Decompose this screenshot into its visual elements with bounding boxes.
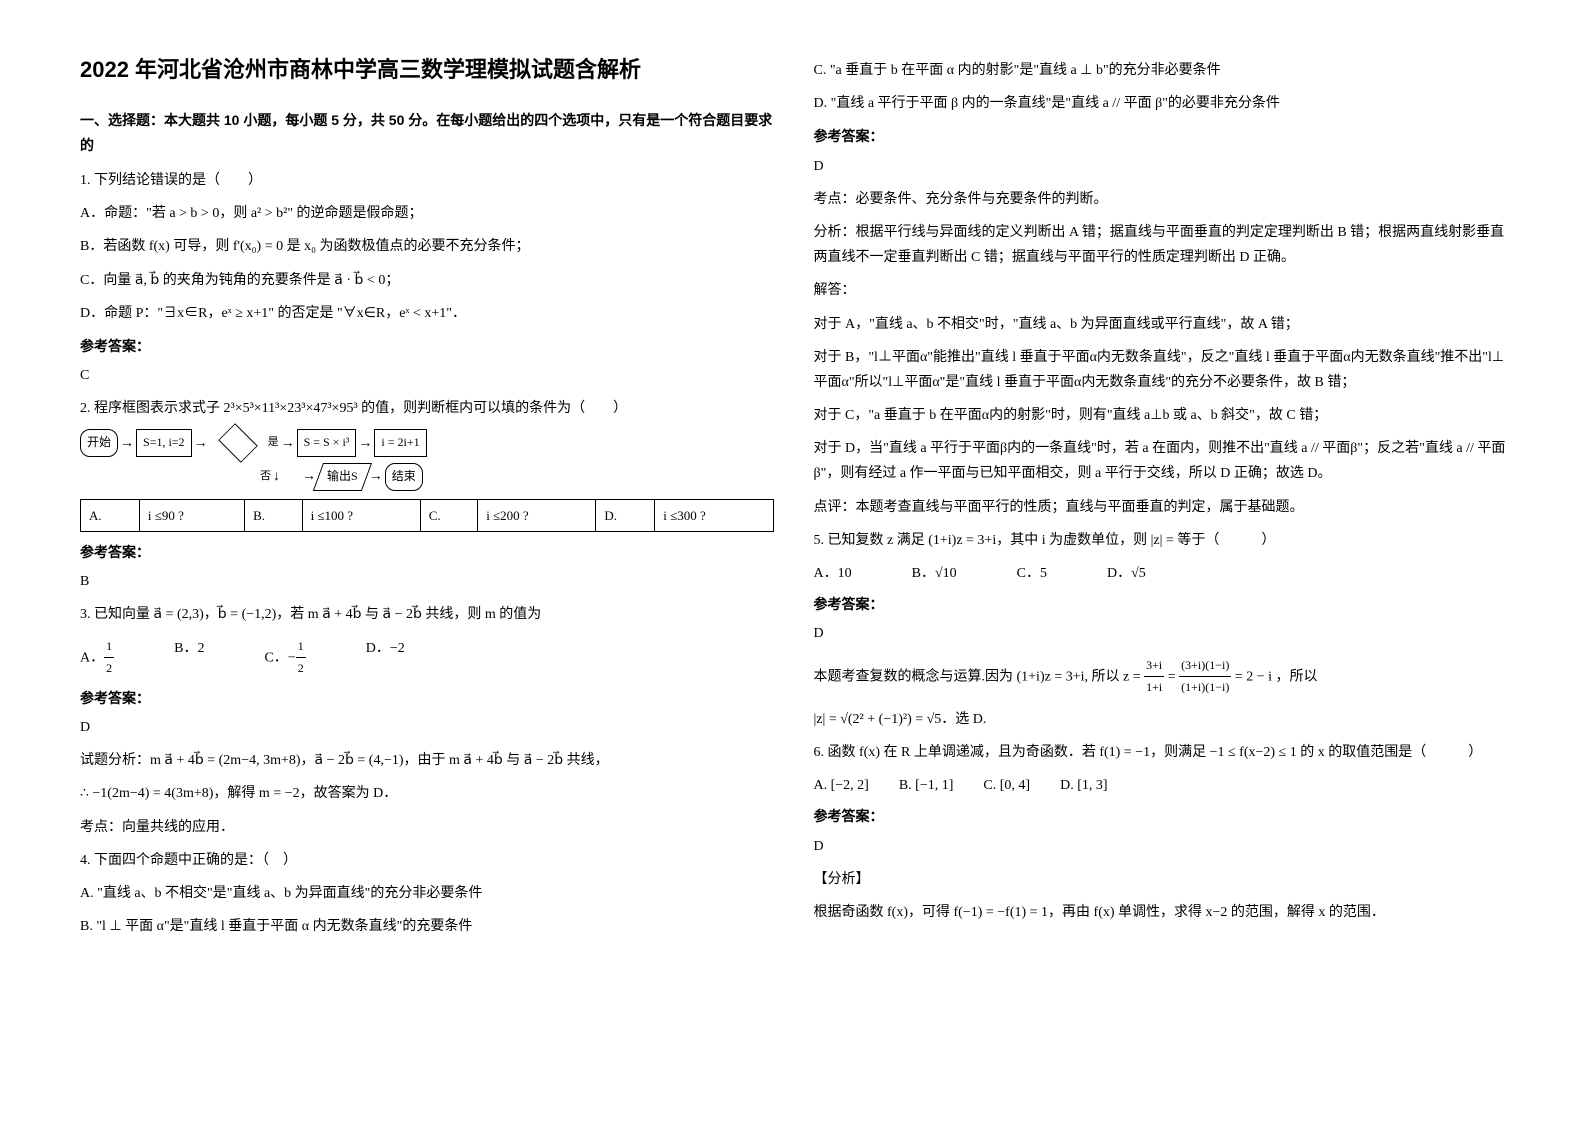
q3-expl-3: 考点：向量共线的应用．	[80, 815, 774, 840]
q4-opt-a: A. "直线 a、b 不相交"是"直线 a、b 为异面直线"的充分非必要条件	[80, 881, 774, 906]
q2-answer: B	[80, 569, 774, 594]
cell: i ≤300 ?	[655, 499, 773, 531]
flow-decision	[218, 423, 258, 463]
q3-options: A．12 B．2 C．−12 D．−2	[80, 636, 774, 680]
cell: A.	[81, 499, 140, 531]
q5-opt-b: B．√10	[912, 561, 957, 586]
q4-e4: 对于 A，"直线 a、b 不相交"时，"直线 a、b 为异面直线或平行直线"，故…	[814, 312, 1508, 337]
q5-stem: 5. 已知复数 z 满足 (1+i)z = 3+i，其中 i 为虚数单位，则 |…	[814, 528, 1508, 553]
flow-yes-label: 是	[268, 433, 279, 453]
q6-e1: 根据奇函数 f(x)，可得 f(−1) = −f(1) = 1，再由 f(x) …	[814, 900, 1508, 925]
q4-e1: 考点：必要条件、充分条件与充要条件的判断。	[814, 187, 1508, 212]
q3-stem: 3. 已知向量 a⃗ = (2,3)，b⃗ = (−1,2)，若 m a⃗ + …	[80, 602, 774, 627]
q1-stem: 1. 下列结论错误的是（ ）	[80, 168, 774, 193]
q4-opt-d: D. "直线 a 平行于平面 β 内的一条直线"是"直线 a // 平面 β"的…	[814, 91, 1508, 116]
q5-answer: D	[814, 621, 1508, 646]
flow-no-label: 否	[260, 467, 271, 487]
q1-answer-label: 参考答案：	[80, 334, 774, 359]
q6-opt-b: B. [−1, 1]	[899, 773, 954, 798]
q2-options-table: A. i ≤90 ? B. i ≤100 ? C. i ≤200 ? D. i …	[80, 499, 774, 532]
q3-expl-1: 试题分析：m a⃗ + 4b⃗ = (2m−4, 3m+8)，a⃗ − 2b⃗ …	[80, 748, 774, 773]
q6-answer: D	[814, 834, 1508, 859]
q3-opt-a: A．12	[80, 636, 114, 680]
q5-opt-a: A．10	[814, 561, 852, 586]
cell: D.	[596, 499, 655, 531]
cell: i ≤200 ?	[478, 499, 596, 531]
q4-answer: D	[814, 154, 1508, 179]
q2-stem: 2. 程序框图表示求式子 2³×5³×11³×23³×47³×95³ 的值，则判…	[80, 396, 774, 421]
arrow-icon: →	[369, 464, 383, 489]
q6-opt-d: D. [1, 3]	[1060, 773, 1107, 798]
q6-stem: 6. 函数 f(x) 在 R 上单调递减，且为奇函数．若 f(1) = −1，则…	[814, 740, 1508, 765]
q2-answer-label: 参考答案：	[80, 540, 774, 565]
table-row: A. i ≤90 ? B. i ≤100 ? C. i ≤200 ? D. i …	[81, 499, 774, 531]
q3-opt-b: B．2	[174, 636, 204, 680]
q3-answer: D	[80, 715, 774, 740]
page-title: 2022 年河北省沧州市商林中学高三数学理模拟试题含解析	[80, 50, 774, 90]
q4-e2: 分析：根据平行线与异面线的定义判断出 A 错；据直线与平面垂直的判定定理判断出 …	[814, 220, 1508, 270]
arrow-icon: →	[194, 431, 208, 456]
section-1-heading: 一、选择题：本大题共 10 小题，每小题 5 分，共 50 分。在每小题给出的四…	[80, 108, 774, 158]
q1-opt-a: A．命题："若 a > b > 0，则 a² > b²" 的逆命题是假命题；	[80, 201, 774, 226]
flow-init: S=1, i=2	[136, 429, 192, 457]
q4-stem: 4. 下面四个命题中正确的是：（ ）	[80, 848, 774, 873]
q4-opt-b: B. "l ⊥ 平面 α"是"直线 l 垂直于平面 α 内无数条直线"的充要条件	[80, 914, 774, 939]
q6-opt-a: A. [−2, 2]	[814, 773, 869, 798]
q3-answer-label: 参考答案：	[80, 686, 774, 711]
q3-opt-d: D．−2	[366, 636, 405, 680]
cell: i ≤90 ?	[139, 499, 244, 531]
q1-opt-c: C．向量 a⃗, b⃗ 的夹角为钝角的充要条件是 a⃗ · b⃗ < 0；	[80, 268, 774, 293]
flow-body2: i = 2i+1	[374, 429, 426, 457]
flow-end: 结束	[385, 463, 423, 491]
arrow-icon: →	[120, 431, 134, 456]
q6-answer-label: 参考答案：	[814, 804, 1508, 829]
flow-start: 开始	[80, 429, 118, 457]
q4-e7: 对于 D，当"直线 a 平行于平面β内的一条直线"时，若 a 在面内，则推不出"…	[814, 436, 1508, 486]
q5-e1: 本题考查复数的概念与运算.因为 (1+i)z = 3+i, 所以 z = 3+i…	[814, 655, 1508, 699]
q5-options: A．10 B．√10 C．5 D．√5	[814, 561, 1508, 586]
q5-answer-label: 参考答案：	[814, 592, 1508, 617]
q4-e8: 点评：本题考查直线与平面平行的性质；直线与平面垂直的判定，属于基础题。	[814, 495, 1508, 520]
q5-e2: |z| = √(2² + (−1)²) = √5．选 D.	[814, 707, 1508, 732]
q6-h1: 【分析】	[814, 867, 1508, 892]
flow-output: 输出S	[313, 463, 372, 491]
arrow-icon: →	[281, 431, 295, 456]
flow-body1: S = S × i³	[297, 429, 357, 457]
q3-opt-c: C．−12	[264, 636, 305, 680]
q1-opt-d: D．命题 P："∃x∈R，eˣ ≥ x+1" 的否定是 "∀x∈R，eˣ < x…	[80, 301, 774, 326]
q6-opt-c: C. [0, 4]	[983, 773, 1030, 798]
q4-e3: 解答：	[814, 278, 1508, 303]
q3-expl-2: ∴ −1(2m−4) = 4(3m+8)，解得 m = −2，故答案为 D．	[80, 781, 774, 806]
q4-e5: 对于 B，"l⊥平面α"能推出"直线 l 垂直于平面α内无数条直线"，反之"直线…	[814, 345, 1508, 395]
cell: C.	[420, 499, 477, 531]
q1-answer: C	[80, 363, 774, 388]
q5-opt-d: D．√5	[1107, 561, 1146, 586]
q4-opt-c: C. "a 垂直于 b 在平面 α 内的射影"是"直线 a ⊥ b"的充分非必要…	[814, 58, 1508, 83]
cell: i ≤100 ?	[302, 499, 420, 531]
q4-answer-label: 参考答案：	[814, 124, 1508, 149]
cell: B.	[245, 499, 302, 531]
q5-opt-c: C．5	[1017, 561, 1047, 586]
q1-opt-b: B．若函数 f(x) 可导，则 f'(x₀) = 0 是 x₀ 为函数极值点的必…	[80, 234, 774, 259]
arrow-icon: ↓	[273, 464, 280, 489]
arrow-icon: →	[358, 431, 372, 456]
flowchart: 开始 → S=1, i=2 → 是 → S = S × i³ → i = 2i+…	[80, 429, 774, 490]
q4-e6: 对于 C，"a 垂直于 b 在平面α内的射影"时，则有"直线 a⊥b 或 a、b…	[814, 403, 1508, 428]
q6-options: A. [−2, 2] B. [−1, 1] C. [0, 4] D. [1, 3…	[814, 773, 1508, 798]
